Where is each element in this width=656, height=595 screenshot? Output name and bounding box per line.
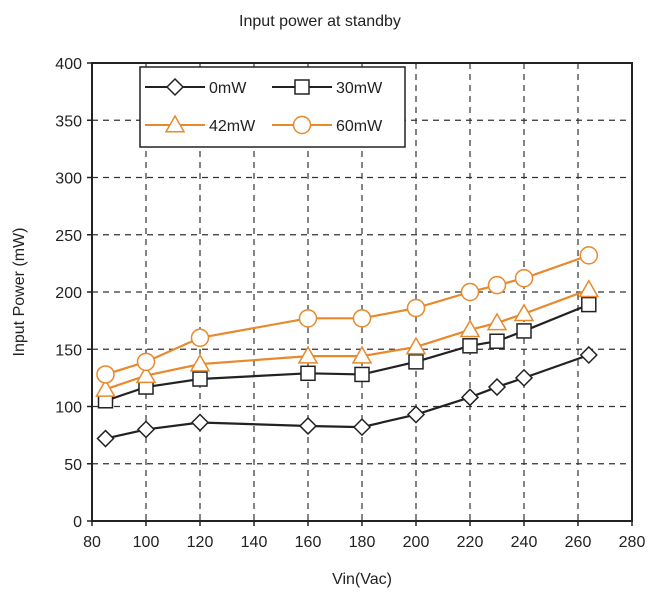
- data-point-0mW: [487, 377, 507, 397]
- data-point-0mW: [136, 420, 156, 439]
- y-axis-title: Input Power (mW): [11, 228, 28, 357]
- x-tick-label: 160: [295, 534, 322, 551]
- data-point-30mW: [192, 371, 208, 387]
- data-point-42mW: [135, 365, 157, 384]
- x-tick-label: 180: [349, 534, 376, 551]
- series-42mW: [95, 279, 600, 397]
- legend-box: [139, 66, 406, 148]
- chart-title: Input power at standby: [239, 13, 401, 30]
- data-point-30mW: [489, 333, 505, 349]
- data-point-60mW: [460, 282, 480, 302]
- data-point-60mW: [487, 275, 507, 295]
- data-point-30mW: [581, 296, 597, 313]
- series-0mW: [96, 345, 598, 448]
- data-point-0mW: [298, 416, 318, 436]
- data-point-60mW: [136, 352, 156, 372]
- data-point-42mW: [405, 336, 427, 355]
- legend-label-60mW: 60mW: [336, 118, 383, 135]
- x-tick-label: 260: [565, 534, 592, 551]
- legend-marker-60mW: [292, 115, 312, 135]
- y-tick-label: 350: [55, 113, 82, 130]
- y-tick-label: 200: [55, 285, 82, 302]
- x-tick-label: 120: [187, 534, 214, 551]
- legend: 0mW 30mW 42mW 60mW: [139, 66, 406, 148]
- plot-area-frame: [91, 62, 633, 522]
- data-point-60mW: [514, 269, 534, 288]
- y-tick-label: 50: [64, 457, 82, 474]
- data-point-30mW: [300, 365, 316, 382]
- data-point-30mW: [462, 338, 478, 354]
- data-point-42mW: [297, 345, 319, 364]
- x-tick-label: 80: [83, 534, 101, 551]
- series-lines: [95, 246, 600, 448]
- legend-marker-0mW: [165, 77, 185, 97]
- data-point-42mW: [351, 345, 373, 364]
- data-point-60mW: [96, 365, 115, 384]
- x-tick-label: 220: [457, 534, 484, 551]
- data-point-0mW: [190, 413, 210, 432]
- data-point-60mW: [352, 309, 372, 328]
- y-tick-label: 250: [55, 228, 82, 245]
- data-point-0mW: [96, 429, 115, 448]
- data-point-30mW: [516, 323, 532, 339]
- series-line-30mW: [105, 303, 590, 402]
- series-line-60mW: [105, 254, 590, 376]
- data-point-60mW: [298, 309, 318, 328]
- x-tick-label: 100: [133, 534, 160, 551]
- data-point-42mW: [513, 303, 535, 322]
- series-60mW: [96, 246, 599, 384]
- data-point-0mW: [406, 405, 426, 424]
- data-point-30mW: [354, 366, 370, 383]
- legend-marker-30mW: [294, 79, 310, 95]
- x-axis-title: Vin(Vac): [332, 571, 392, 588]
- data-point-60mW: [190, 328, 210, 348]
- series-line-0mW: [105, 353, 590, 440]
- data-point-0mW: [579, 345, 598, 365]
- series-line-42mW: [105, 288, 590, 391]
- data-point-42mW: [95, 378, 116, 397]
- data-point-60mW: [579, 246, 599, 265]
- x-tick-label: 280: [619, 534, 646, 551]
- data-point-42mW: [486, 312, 508, 331]
- legend-label-0mW: 0mW: [209, 80, 247, 97]
- y-tick-label: 150: [55, 342, 82, 359]
- y-tick-label: 100: [55, 400, 82, 417]
- data-point-0mW: [352, 418, 372, 437]
- y-tick-label: 0: [73, 514, 82, 531]
- legend-marker-42mW: [164, 114, 186, 133]
- x-tick-label: 140: [241, 534, 268, 551]
- x-tick-label: 200: [403, 534, 430, 551]
- legend-label-42mW: 42mW: [209, 118, 256, 135]
- legend-label-30mW: 30mW: [336, 80, 383, 97]
- data-point-60mW: [406, 298, 426, 318]
- data-point-0mW: [514, 368, 534, 387]
- data-point-42mW: [459, 319, 481, 338]
- data-point-42mW: [578, 279, 600, 298]
- y-tick-label: 400: [55, 56, 82, 73]
- x-tick-label: 240: [511, 534, 538, 551]
- y-tick-label: 300: [55, 171, 82, 188]
- data-point-42mW: [189, 353, 211, 372]
- axis-ticks: 80 100 120 140 160 180 200 220 240 260 280 0 50 100 15…: [55, 56, 645, 551]
- data-point-30mW: [408, 354, 424, 370]
- data-point-0mW: [460, 388, 480, 407]
